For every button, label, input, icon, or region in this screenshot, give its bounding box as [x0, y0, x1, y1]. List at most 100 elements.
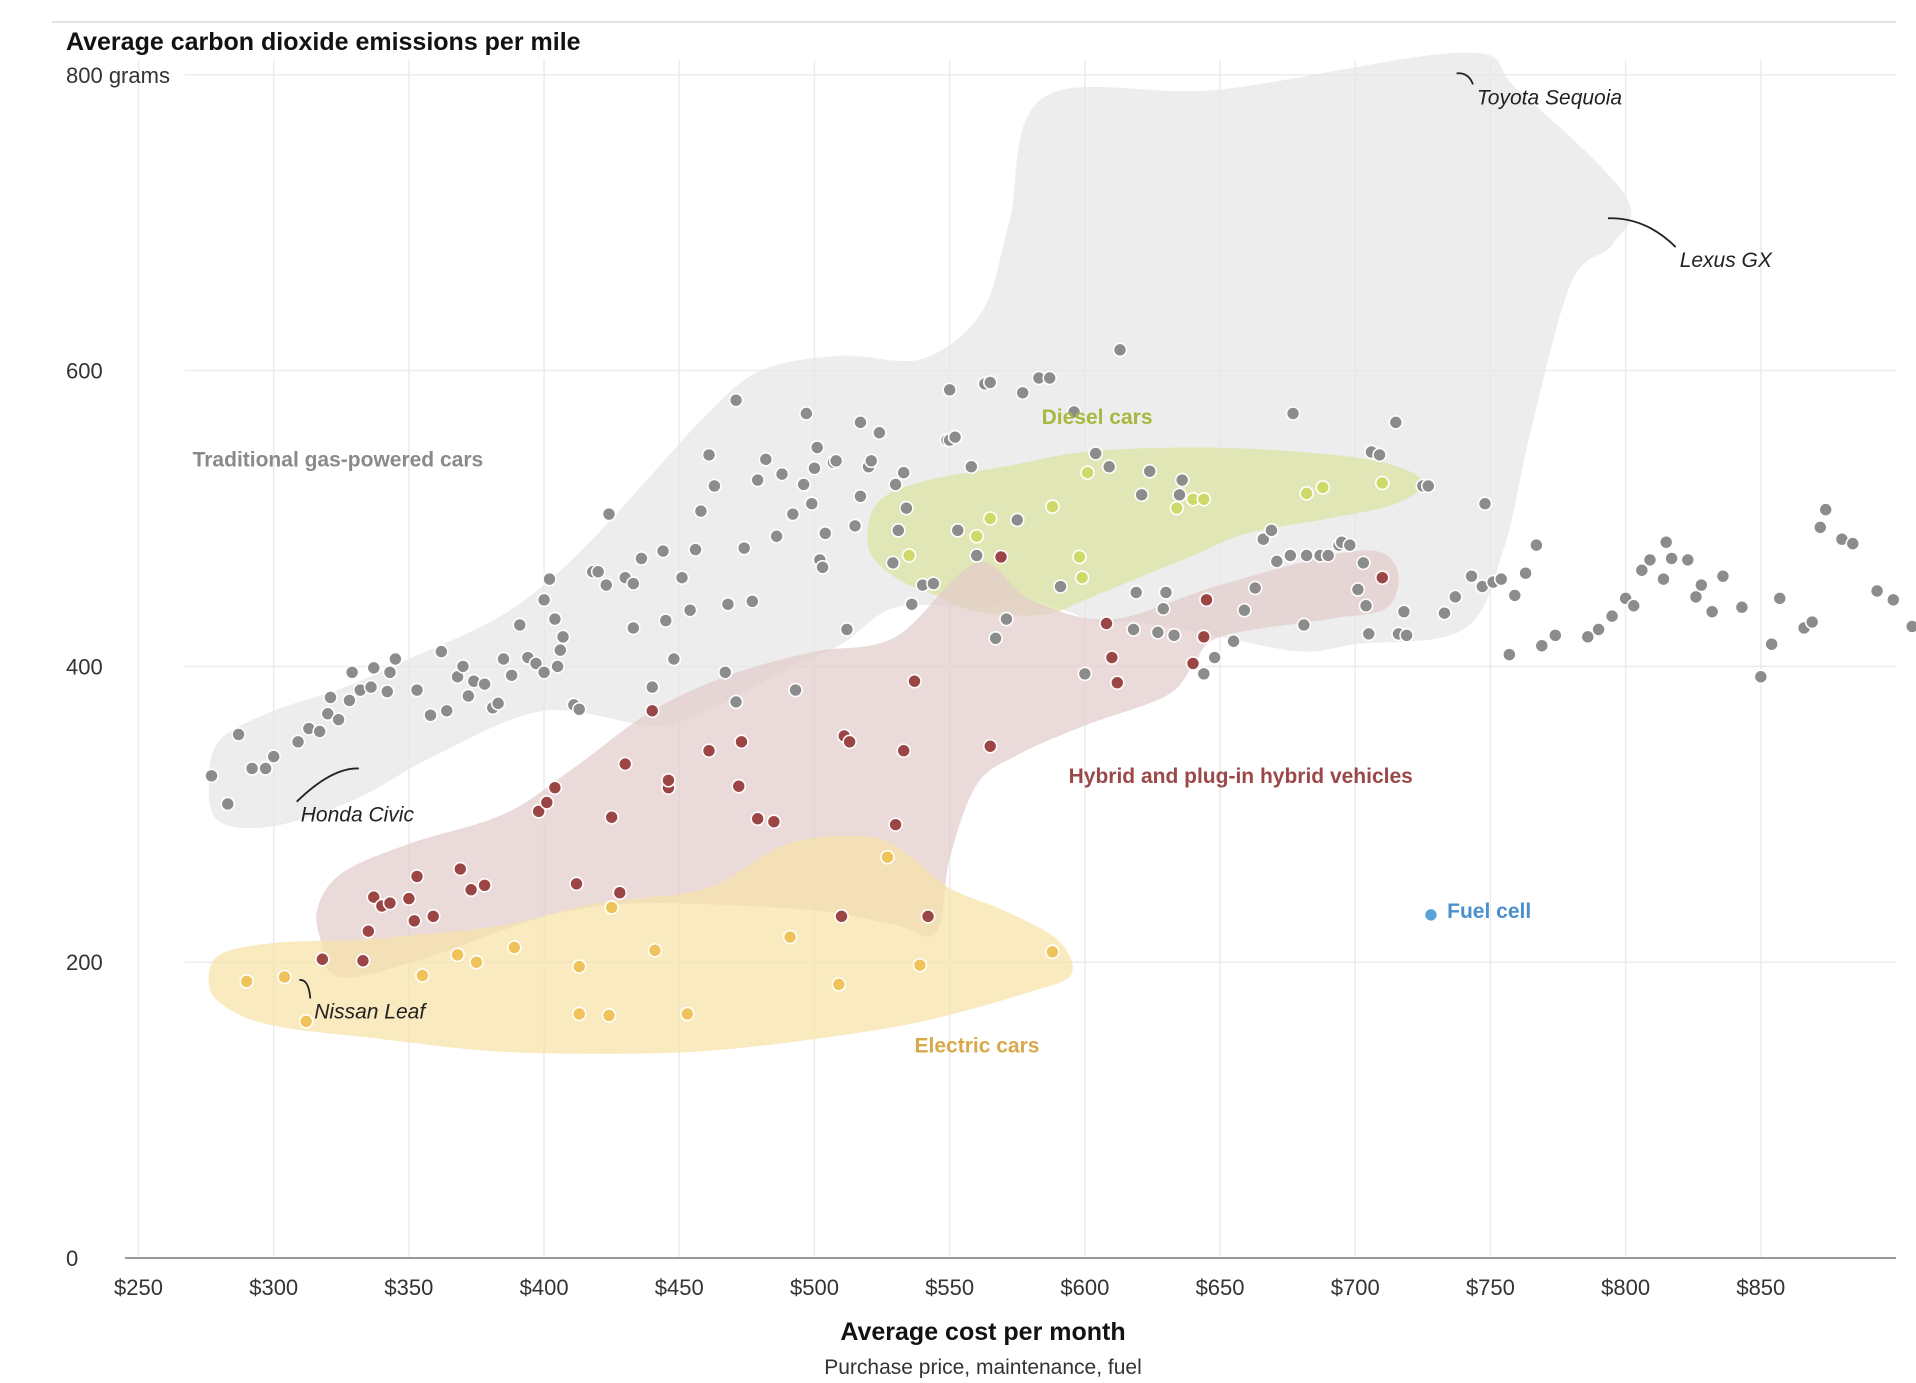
y-tick-label: 200 [66, 950, 103, 975]
traditional-gas-powered-cars-point [626, 620, 641, 636]
hybrid-and-plug-in-hybrid-vehicles-point [361, 923, 376, 939]
hybrid-and-plug-in-hybrid-vehicles-point [452, 861, 468, 877]
traditional-gas-powered-cars-point [1764, 636, 1779, 652]
traditional-gas-powered-cars-point [1237, 602, 1252, 618]
traditional-gas-powered-cars-point [1388, 415, 1404, 430]
traditional-gas-powered-cars-point [1518, 565, 1533, 581]
x-axis-label: Average cost per month [840, 1318, 1125, 1346]
traditional-gas-powered-cars-point [999, 611, 1014, 627]
traditional-gas-powered-cars-point [1128, 585, 1144, 600]
traditional-gas-powered-cars-point [863, 453, 879, 469]
traditional-gas-powered-cars-point [655, 543, 671, 559]
electric-cars-point [601, 1008, 617, 1023]
traditional-gas-powered-cars-point [1626, 598, 1642, 614]
traditional-gas-powered-cars-point [1634, 562, 1650, 578]
hybrid-and-plug-in-hybrid-vehicles-region [316, 550, 1399, 978]
diesel-cars-point [1374, 475, 1390, 491]
electric-cars-point [415, 968, 430, 983]
traditional-gas-powered-cars-point [1158, 585, 1174, 600]
traditional-gas-powered-cars-point [1904, 619, 1916, 634]
traditional-gas-powered-cars-point [674, 570, 690, 585]
hybrid-and-plug-in-hybrid-vehicles-point [425, 909, 441, 924]
y-tick-label: 0 [66, 1246, 78, 1271]
hybrid-and-plug-in-hybrid-vehicles-point [920, 909, 936, 924]
traditional-gas-powered-cars-point [1437, 605, 1452, 621]
traditional-gas-powered-cars-point [809, 440, 825, 455]
fuel-cell-label: Fuel cell [1447, 900, 1531, 923]
traditional-gas-powered-cars-point [736, 540, 752, 556]
traditional-gas-powered-cars-point [342, 693, 357, 708]
traditional-gas-powered-cars-point [536, 665, 552, 680]
diesel-cars-point [1196, 491, 1212, 507]
hybrid-and-plug-in-hybrid-vehicles-point [617, 756, 633, 772]
traditional-gas-powered-cars-point [1664, 551, 1679, 566]
traditional-gas-powered-cars-point [363, 679, 379, 695]
traditional-gas-powered-cars-point [799, 406, 814, 421]
diesel-cars-point [1169, 500, 1185, 516]
traditional-gas-powered-cars-point [688, 542, 703, 557]
traditional-gas-powered-cars-point [817, 525, 833, 541]
x-tick-label: $450 [655, 1275, 704, 1300]
hybrid-and-plug-in-hybrid-vehicles-point [1199, 592, 1214, 608]
electric-cars-point [239, 974, 254, 989]
traditional-gas-powered-cars-point [982, 375, 998, 390]
electric-cars-point [782, 929, 798, 945]
electric-cars-point [507, 940, 522, 955]
traditional-gas-powered-cars-point [1772, 591, 1788, 606]
diesel-cars-point [1299, 486, 1314, 501]
traditional-gas-powered-cars-point [1207, 650, 1222, 665]
diesel-cars-point [969, 528, 985, 544]
traditional-gas-powered-cars-point [774, 466, 790, 482]
x-tick-label: $250 [114, 1275, 163, 1300]
traditional-gas-powered-cars-point [1529, 537, 1544, 553]
hybrid-and-plug-in-hybrid-vehicles-point [612, 885, 628, 900]
traditional-gas-powered-cars-label: Traditional gas-powered cars [193, 449, 484, 472]
annotation-leader [296, 767, 359, 803]
hybrid-and-plug-in-hybrid-vehicles-point [993, 549, 1009, 565]
traditional-gas-powered-cars-point [890, 523, 906, 538]
traditional-gas-powered-cars-point [1885, 592, 1901, 608]
traditional-gas-powered-cars-point [409, 682, 425, 698]
traditional-gas-powered-cars-point [788, 682, 803, 698]
hybrid-and-plug-in-hybrid-vehicles-point [982, 738, 998, 754]
traditional-gas-powered-cars-point [1042, 370, 1058, 386]
annotation-label: Nissan Leaf [314, 1000, 427, 1023]
traditional-gas-powered-cars-point [423, 707, 438, 723]
traditional-gas-powered-cars-point [1101, 459, 1117, 475]
data-points [204, 342, 1916, 1029]
traditional-gas-powered-cars-point [1299, 548, 1314, 563]
traditional-gas-powered-cars-point [1077, 666, 1093, 682]
traditional-gas-powered-cars-point [1320, 548, 1336, 563]
diesel-cars-point [1074, 570, 1090, 585]
traditional-gas-powered-cars-point [1734, 599, 1750, 615]
traditional-gas-powered-cars-point [598, 577, 614, 593]
traditional-gas-powered-cars-point [244, 761, 260, 776]
traditional-gas-powered-cars-point [947, 429, 963, 445]
traditional-gas-powered-cars-point [950, 523, 966, 538]
diesel-cars-point [1080, 465, 1095, 480]
traditional-gas-powered-cars-point [1256, 531, 1271, 547]
traditional-gas-powered-cars-point [1296, 617, 1312, 633]
traditional-gas-powered-cars-point [542, 571, 557, 587]
traditional-gas-powered-cars-point [590, 564, 606, 580]
hybrid-and-plug-in-hybrid-vehicles-point [477, 877, 492, 893]
x-tick-label: $850 [1736, 1275, 1785, 1300]
traditional-gas-powered-cars-point [1172, 487, 1187, 503]
traditional-gas-powered-cars-point [290, 734, 306, 750]
x-tick-label: $600 [1060, 1275, 1109, 1300]
x-tick-label: $750 [1466, 1275, 1515, 1300]
traditional-gas-powered-cars-point [1342, 537, 1358, 553]
traditional-gas-powered-cars-point [926, 576, 941, 591]
traditional-gas-powered-cars-point [1350, 582, 1366, 597]
traditional-gas-powered-cars-point [1591, 622, 1606, 637]
electric-cars-point [912, 957, 928, 973]
traditional-gas-powered-cars-point [1142, 463, 1158, 479]
traditional-gas-powered-cars-point [461, 688, 476, 704]
traditional-gas-powered-cars-point [1688, 589, 1704, 605]
traditional-gas-powered-cars-point [1088, 446, 1103, 461]
traditional-gas-powered-cars-point [477, 676, 492, 692]
electric-cars-point [298, 1014, 314, 1029]
hybrid-and-plug-in-hybrid-vehicles-point [644, 703, 660, 719]
